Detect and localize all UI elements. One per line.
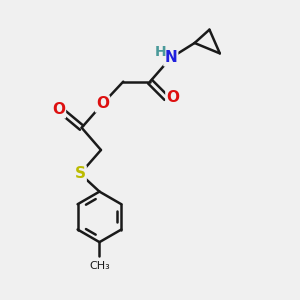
Text: H: H bbox=[154, 45, 166, 59]
Text: O: O bbox=[52, 102, 65, 117]
Text: S: S bbox=[75, 166, 86, 181]
Text: N: N bbox=[164, 50, 177, 65]
Text: O: O bbox=[167, 91, 179, 106]
Text: O: O bbox=[96, 96, 109, 111]
Text: CH₃: CH₃ bbox=[89, 262, 110, 272]
